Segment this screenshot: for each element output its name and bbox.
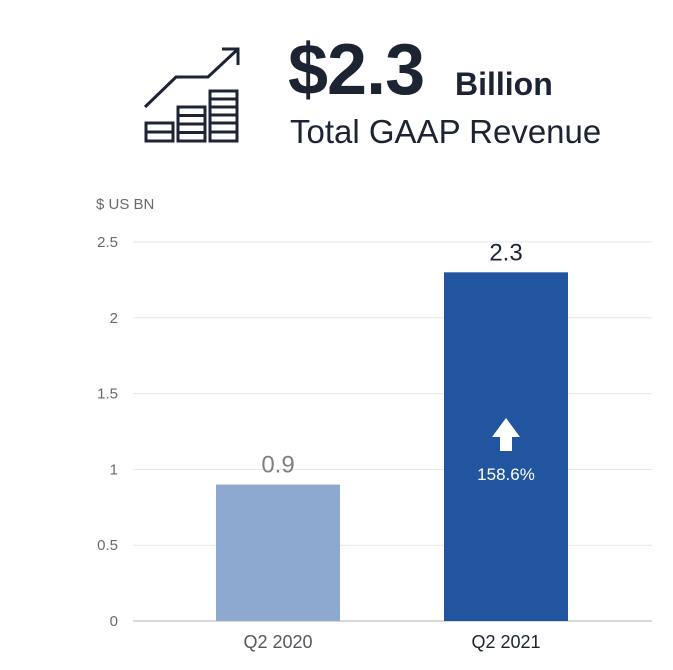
x-category-label: Q2 2020 xyxy=(243,632,312,652)
bar-q2-2020 xyxy=(216,484,340,621)
y-tick-label: 0 xyxy=(110,613,118,630)
y-axis-label: $ US BN xyxy=(96,196,154,213)
y-tick-label: 2 xyxy=(110,310,118,327)
y-tick-label: 0.5 xyxy=(97,537,118,554)
headline-unit: Billion xyxy=(455,66,553,102)
x-category-label: Q2 2021 xyxy=(471,632,540,652)
growth-percent-label: 158.6% xyxy=(477,465,535,484)
headline-amount: $2.3 xyxy=(288,30,425,110)
data-label: 0.9 xyxy=(261,452,294,479)
y-tick-label: 2.5 xyxy=(97,234,118,251)
arrow-up-icon xyxy=(492,418,520,451)
y-tick-label: 1.5 xyxy=(97,386,118,403)
growth-chart-icon xyxy=(143,47,240,143)
headline-subtitle: Total GAAP Revenue xyxy=(290,113,602,150)
data-label: 2.3 xyxy=(489,239,522,266)
y-tick-label: 1 xyxy=(110,461,118,478)
